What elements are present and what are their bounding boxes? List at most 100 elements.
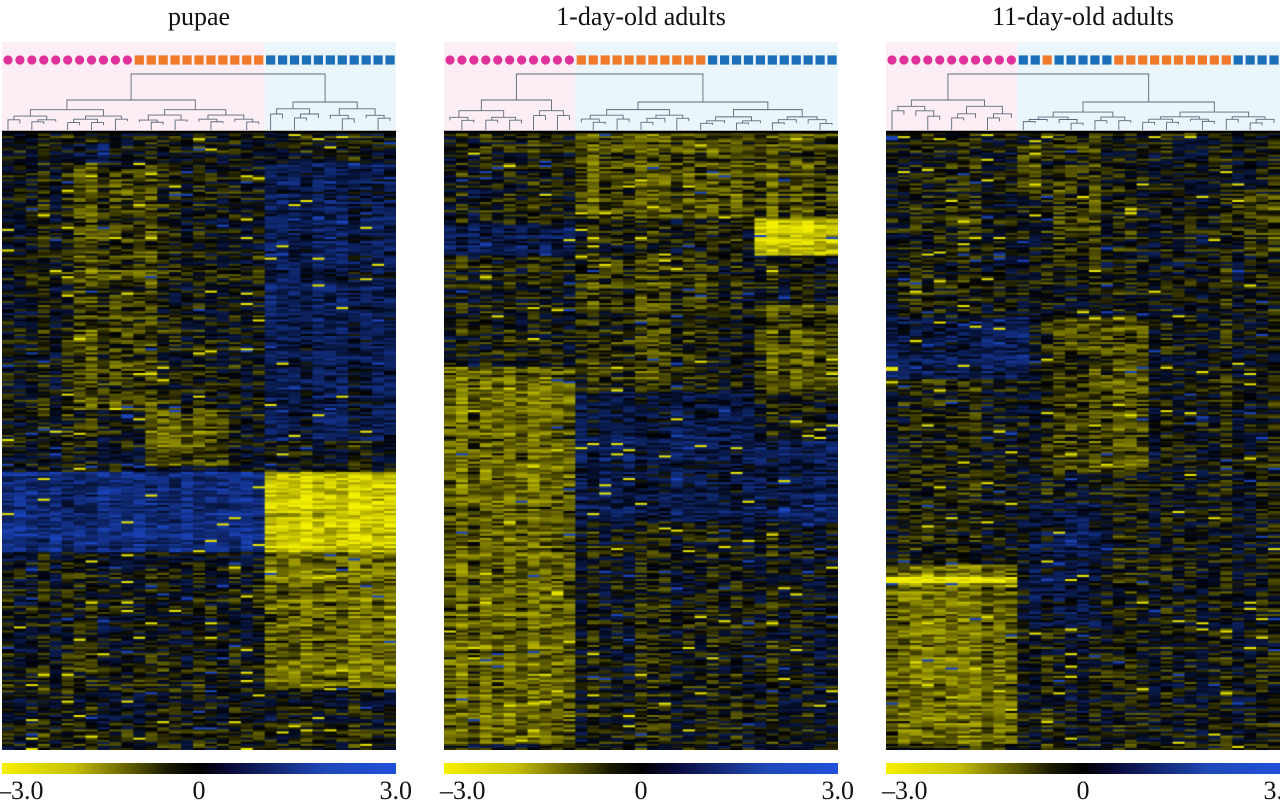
sample-marker [1066,55,1076,65]
sample-marker [564,55,574,65]
sample-marker [277,55,288,65]
colorbar-gradient [886,763,1280,774]
sample-marker [1114,55,1124,65]
sample-marker [994,55,1005,65]
sample-marker [325,55,335,65]
dendrogram-branch [1142,121,1156,130]
dendrogram-branch [37,119,57,122]
dendrogram-branch [246,121,260,130]
sample-marker [1090,55,1100,65]
sample-marker [612,55,622,65]
sample-marker [636,55,646,65]
sample-marker [1054,55,1064,65]
sample-marker [206,55,216,65]
sample-marker [457,55,467,65]
sample-marker [743,55,754,65]
sample-marker [540,55,551,65]
panel-title: 11-day-old adults [992,2,1174,31]
dendrogram-root [515,73,704,102]
sample-marker [361,55,371,65]
panel-11-day-old-adults: 11-day-old adults –3.0 0 3.0 [882,0,1280,811]
colorbar [2,763,396,774]
sample-marker [242,55,252,65]
sample-marker [684,55,694,65]
sample-marker [86,55,97,65]
dendrogram-branch [715,116,752,121]
sample-dendrogram [444,42,838,132]
sample-marker [576,55,586,65]
sample-marker [313,55,323,65]
sample-marker [445,55,455,65]
dendrogram-branch [458,110,505,118]
dendrogram-branch [957,113,976,118]
dendrogram-branch [589,114,624,120]
sample-marker [1018,55,1028,65]
sample-marker [39,55,49,65]
sample-marker [1138,55,1148,65]
panel-pupae: pupae –3.0 0 3.0 [0,0,412,811]
panel-title: 1-day-old adults [556,2,726,31]
dendrogram-branch [365,114,385,119]
dendrogram-branch [1070,122,1084,130]
sample-marker [146,55,156,65]
sample-marker [337,55,347,65]
sample-dendrogram [886,42,1280,132]
sample-marker [63,55,73,65]
sample-marker [1042,55,1052,65]
sample-marker [517,55,527,65]
dendrogram-branch [31,121,45,130]
sample-marker [887,55,897,65]
sample-marker [481,55,491,65]
colorbar-gradient [444,763,838,774]
colorbar-max-label: 3.0 [821,776,855,805]
sample-marker [1173,55,1184,65]
sample-marker [194,55,204,65]
dendrogram-branch [951,117,965,130]
sample-marker [1233,55,1243,65]
dendrogram-branch [1179,111,1250,117]
sample-marker [1126,55,1136,65]
dendrogram-branch [606,109,670,116]
sample-marker [779,55,789,65]
expression-heatmap [444,132,838,750]
sample-marker [1245,55,1255,65]
dendrogram-branch [993,113,1012,118]
dendrogram-branch [1094,120,1108,130]
sample-marker [1257,55,1267,65]
sample-marker [935,55,945,65]
sample-marker [1030,55,1040,65]
dendrogram-root [130,73,326,102]
dendrogram-branch [114,118,128,130]
dendrogram-branch [915,110,935,117]
sample-marker [624,55,634,65]
sample-marker [3,55,13,65]
sample-marker [552,55,563,65]
colorbar-min-label: –3.0 [440,776,486,805]
dendrogram-branch [29,109,104,117]
colorbar-min-label: –3.0 [882,776,928,805]
dendrogram-branch [539,110,564,116]
sample-marker [1197,55,1207,65]
dendrogram-branch [73,118,98,123]
dendrogram-branch [1052,111,1114,118]
sample-marker [1161,55,1172,65]
sample-marker [815,55,825,65]
panel-1-day-old-adults: 1-day-old adults –3.0 0 3.0 [440,0,854,811]
sample-marker [600,55,610,65]
colorbar-min-label: –3.0 [0,776,44,805]
colorbar-gradient [2,763,396,774]
sample-marker [218,55,228,65]
sample-marker [51,55,61,65]
colorbar [886,763,1280,774]
expression-heatmap [886,132,1280,750]
dendrogram-branch [1249,122,1263,130]
dendrogram-root [947,73,1150,102]
sample-marker [1150,55,1160,65]
dendrogram-branch [164,109,227,116]
sample-marker [911,55,921,65]
sample-marker [660,55,670,65]
sample-marker [982,55,993,65]
sample-marker [672,55,682,65]
sample-marker [1078,55,1088,65]
sample-marker [15,55,25,65]
